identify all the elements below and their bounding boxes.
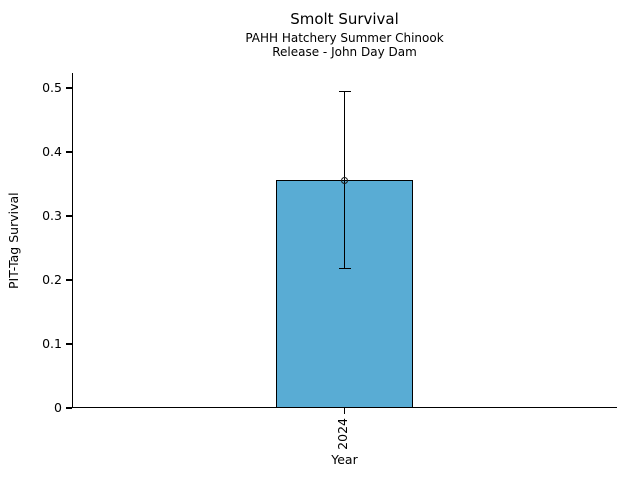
y-tick-mark — [66, 407, 72, 409]
error-bar-cap-top — [338, 90, 351, 92]
y-tick-mark — [66, 279, 72, 281]
x-tick-mark — [343, 408, 346, 414]
x-tick-label: 2024 — [334, 418, 350, 450]
y-tick-label: 0.4 — [42, 144, 62, 160]
y-tick-label: 0.2 — [42, 272, 62, 287]
y-tick-label: 0.5 — [42, 80, 62, 96]
y-axis-label: PIT-Tag Survival — [6, 192, 21, 289]
mean-marker — [341, 176, 348, 184]
y-tick-label: 0.3 — [42, 208, 62, 224]
x-axis-label: Year — [331, 452, 358, 467]
error-bar-cap-bottom — [338, 267, 351, 270]
y-tick-mark — [66, 151, 72, 153]
y-tick-label: 0 — [54, 400, 62, 415]
chart-subtitle-line1: PAHH Hatchery Summer Chinook — [245, 31, 444, 45]
y-tick-label: 0.1 — [42, 336, 62, 351]
y-tick-mark — [66, 87, 72, 89]
chart-subtitle-line2: Release - John Day Dam — [272, 45, 417, 60]
y-tick-mark — [66, 215, 72, 217]
chart-header: Smolt Survival PAHH Hatchery Summer Chin… — [72, 10, 617, 60]
chart-title: Smolt Survival — [290, 10, 399, 28]
y-tick-mark — [66, 343, 72, 345]
